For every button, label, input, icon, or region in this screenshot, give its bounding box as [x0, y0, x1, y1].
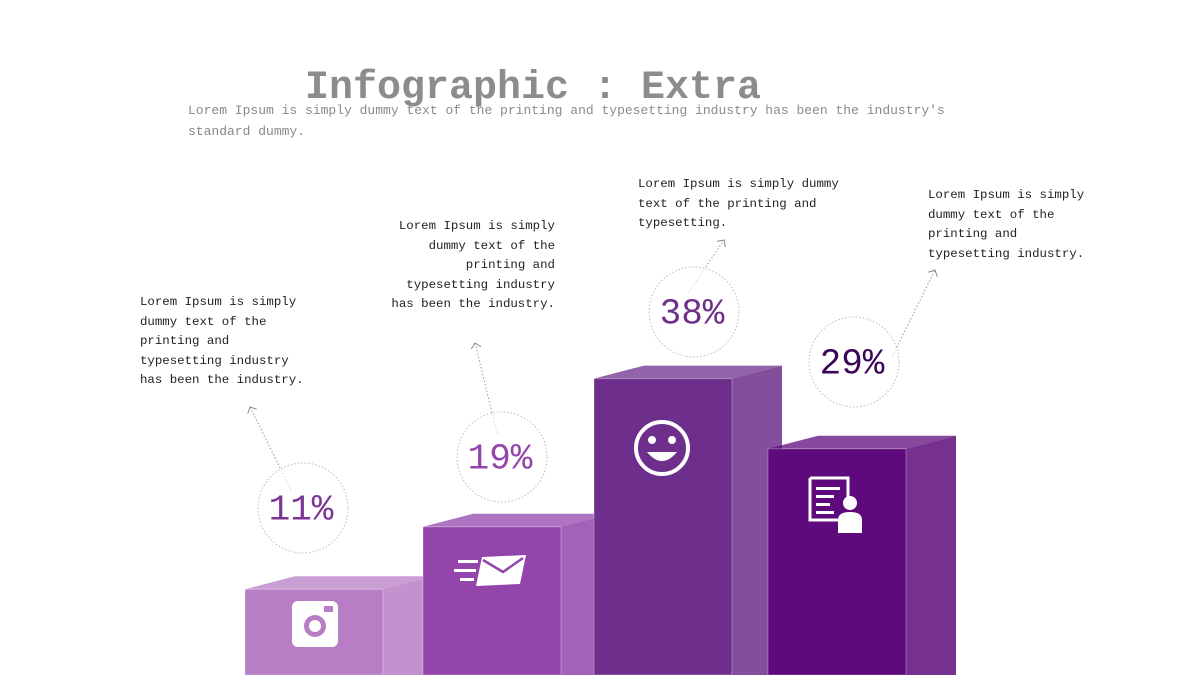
bars — [244, 365, 956, 675]
value-label: 11% — [269, 490, 334, 531]
smiley-icon — [634, 420, 690, 476]
label-circle — [808, 316, 900, 408]
bar-side — [383, 576, 433, 675]
bar — [593, 378, 733, 675]
bar-top — [423, 513, 611, 527]
document-icon — [808, 476, 862, 533]
label-circle — [456, 411, 548, 503]
bar — [767, 448, 907, 675]
icons — [292, 420, 862, 647]
bar — [422, 526, 562, 675]
value-label: 29% — [820, 344, 885, 385]
description: Lorem Ipsum is simply dummy text of the … — [391, 219, 555, 312]
bar-top — [245, 576, 433, 590]
description: Lorem Ipsum is simply dummy text of the … — [140, 295, 304, 388]
arrow — [891, 269, 938, 358]
bar-top — [768, 435, 956, 449]
mail-icon — [454, 555, 526, 586]
bar-top — [594, 365, 782, 379]
value-label: 19% — [468, 439, 533, 480]
camera-icon — [292, 601, 338, 647]
description: Lorem Ipsum is simply dummy text of the … — [638, 177, 839, 231]
label-circle — [648, 266, 740, 358]
bar-side — [906, 435, 956, 675]
subtitle: Lorem Ipsum is simply dummy text of the … — [188, 103, 945, 139]
value-label: 38% — [660, 294, 725, 335]
description: Lorem Ipsum is simply dummy text of the … — [928, 188, 1085, 261]
title: Infographic : Extra — [304, 66, 762, 111]
label-circle — [257, 462, 349, 554]
circles: 11% 19% 38% 29% — [257, 266, 900, 554]
